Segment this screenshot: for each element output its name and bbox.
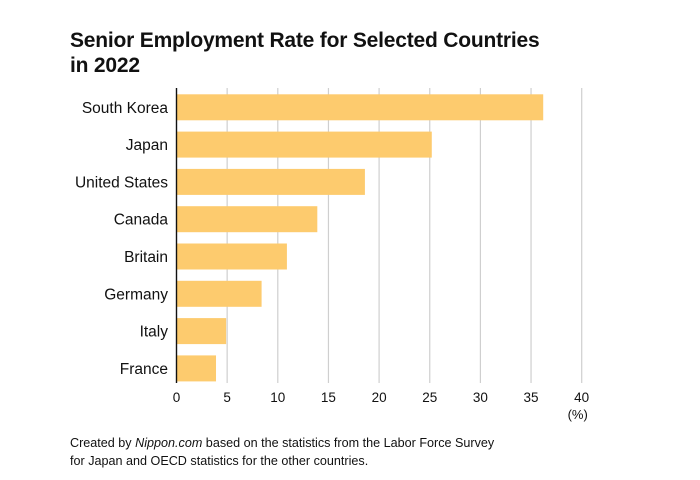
x-tick-label: 0	[173, 390, 181, 405]
category-label: Italy	[140, 324, 169, 341]
bar-france	[176, 355, 217, 382]
footer-suffix: based on the statistics from the Labor F…	[70, 436, 495, 468]
category-label: South Korea	[82, 100, 169, 117]
x-tick-label: 5	[223, 390, 231, 405]
footer-prefix: Created by	[70, 436, 136, 450]
x-tick-label: 40	[574, 390, 589, 405]
bar-chart: 0 5 10 15 20 25 30 35 40 (%) South Korea Japan Unite…	[75, 88, 589, 422]
chart-title-line2: in 2022	[70, 54, 140, 77]
bar-germany	[176, 280, 262, 307]
bar-canada	[176, 206, 318, 233]
chart-title-line1: Senior Employment Rate for Selected Coun…	[70, 29, 540, 52]
category-label: Japan	[126, 137, 168, 154]
x-tick-label: 20	[372, 390, 387, 405]
category-label: Britain	[124, 249, 168, 266]
category-label: Canada	[114, 212, 169, 229]
source-note: Created by Nippon.com based on the stati…	[70, 435, 510, 470]
x-tick-label: 10	[270, 390, 285, 405]
bar-japan	[176, 131, 432, 158]
bar-italy	[176, 318, 227, 345]
category-label: France	[120, 361, 168, 378]
category-label: United States	[75, 174, 168, 191]
x-tick-label: 35	[524, 390, 539, 405]
chart-title: Senior Employment Rate for Selected Coun…	[70, 28, 630, 78]
footer-source: Nippon.com	[135, 436, 203, 450]
bar-united-states	[176, 168, 365, 195]
x-tick-label: 30	[473, 390, 488, 405]
x-axis-unit: (%)	[568, 407, 588, 422]
bar-britain	[176, 243, 287, 270]
x-tick-label: 15	[321, 390, 336, 405]
bar-south-korea	[176, 94, 544, 121]
category-label: Germany	[104, 286, 168, 303]
x-tick-label: 25	[422, 390, 437, 405]
